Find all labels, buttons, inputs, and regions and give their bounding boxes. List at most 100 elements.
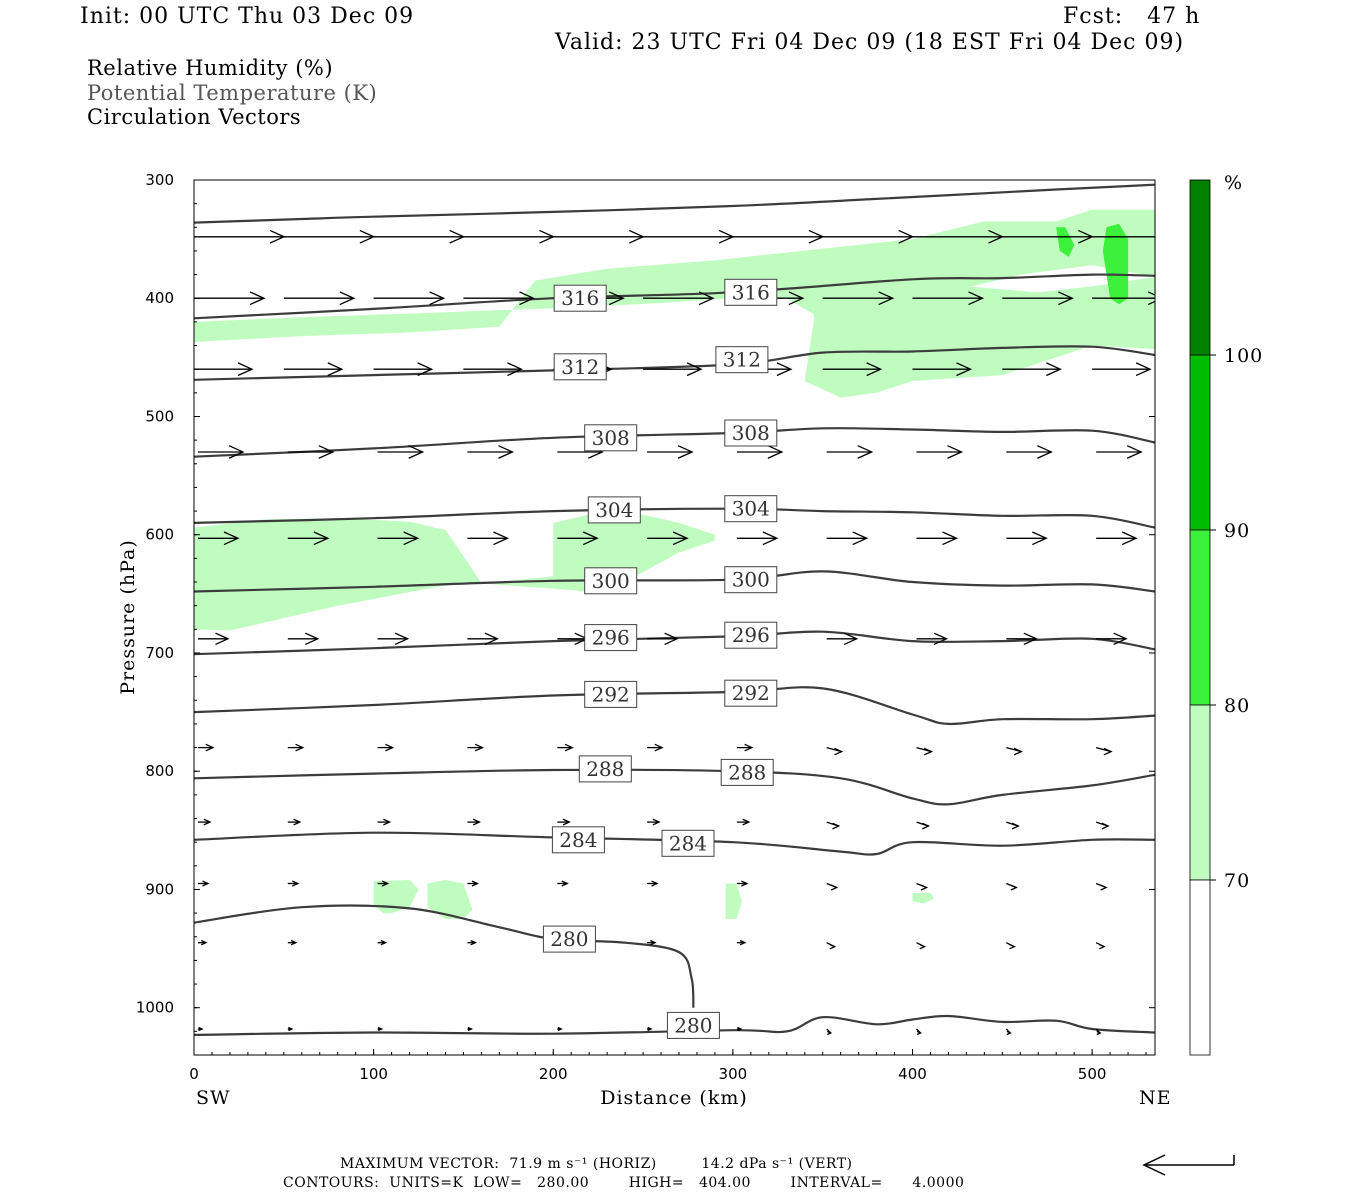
contour-label: 296 <box>584 624 638 652</box>
colorbar-level-label: 90 <box>1224 520 1250 542</box>
svg-text:308: 308 <box>732 421 770 445</box>
colorbar-segment <box>1189 529 1211 706</box>
rh-region-70-80 <box>804 277 1155 398</box>
vector-arrow <box>916 1028 923 1036</box>
vector-arrow <box>826 632 859 646</box>
svg-text:296: 296 <box>592 626 630 650</box>
vector-arrow <box>1095 882 1108 891</box>
contour-info: CONTOURS: UNITS=K LOW= 280.00 HIGH= 404.… <box>283 1175 965 1191</box>
vector-arrow <box>912 291 985 306</box>
vector-arrow <box>1006 821 1020 830</box>
vector-arrow <box>736 880 749 887</box>
vector-arrow <box>916 531 959 546</box>
isentrope-308 <box>194 427 1155 458</box>
plot-frame <box>193 179 1156 1056</box>
vector-arrow <box>377 445 425 459</box>
colorbar-level-label: 100 <box>1224 345 1263 367</box>
contour-label: 280 <box>542 925 596 953</box>
y-tick-label: 300 <box>145 171 174 189</box>
vector-arrow <box>822 362 883 377</box>
contour-label: 312 <box>715 346 769 374</box>
vector-arrow <box>1095 821 1110 830</box>
svg-text:288: 288 <box>728 760 766 784</box>
vector-arrow <box>647 939 657 946</box>
rh-region-70-80 <box>373 880 419 914</box>
vector-arrow <box>1092 362 1152 377</box>
vector-arrow <box>557 632 589 646</box>
isentrope-296 <box>194 630 1155 656</box>
vector-arrow <box>1005 1028 1012 1036</box>
vector-arrow <box>1002 291 1074 306</box>
svg-text:292: 292 <box>732 681 770 705</box>
isentrope-304 <box>194 507 1155 529</box>
svg-text:312: 312 <box>561 355 599 379</box>
forecast-hour: Fcst: 47 h <box>1063 4 1201 29</box>
vector-arrow <box>647 880 659 887</box>
vector-arrow <box>647 1026 653 1032</box>
vector-arrow <box>194 229 286 244</box>
isentrope-284 <box>194 831 1155 856</box>
vector-arrow <box>736 939 747 946</box>
legend-circulation-vectors: Circulation Vectors <box>87 105 302 129</box>
vector-arrow <box>1006 882 1018 891</box>
contour-label: 308 <box>584 424 638 452</box>
vector-arrow <box>377 818 392 826</box>
vector-arrow <box>467 939 478 946</box>
vector-arrow <box>916 746 934 756</box>
vector-arrow <box>1096 632 1128 646</box>
vector-arrow <box>822 291 895 306</box>
vector-arrow <box>736 743 754 752</box>
x-tick-label: 500 <box>1078 1065 1107 1083</box>
contour-label: 284 <box>661 829 715 857</box>
vector-arrow <box>467 445 515 459</box>
svg-text:308: 308 <box>592 426 630 450</box>
rh-shading <box>194 209 1155 919</box>
vector-arrow <box>826 746 844 756</box>
vector-arrow <box>373 291 446 306</box>
vector-arrow <box>287 632 320 646</box>
vector-arrow <box>287 939 298 946</box>
svg-text:280: 280 <box>550 927 588 951</box>
x-left-label: SW <box>196 1087 231 1109</box>
vector-arrow <box>557 818 571 826</box>
vector-arrow <box>283 362 344 377</box>
svg-text:300: 300 <box>592 569 630 593</box>
vector-arrow <box>377 743 395 752</box>
isentrope-320 <box>194 183 1155 224</box>
vector-arrow <box>287 531 330 546</box>
contour-label: 288 <box>578 755 632 783</box>
y-tick-label: 600 <box>145 526 174 544</box>
vector-arrow <box>377 632 410 646</box>
vector-arrow <box>467 743 485 752</box>
vector-arrow <box>647 531 689 546</box>
y-tick-label: 800 <box>145 762 174 780</box>
max-vector-info: MAXIMUM VECTOR: 71.9 m s⁻¹ (HORIZ) 14.2 … <box>340 1156 853 1172</box>
rh-region-70-80 <box>912 893 935 904</box>
vector-arrow <box>736 445 784 459</box>
rh-region-70-80 <box>194 209 1155 342</box>
vector-arrow <box>647 818 661 826</box>
colorbar-segment <box>1189 354 1211 531</box>
vector-arrow <box>736 1026 743 1032</box>
isentrope-lines <box>194 183 1155 1036</box>
legend-relative-humidity: Relative Humidity (%) <box>87 56 334 80</box>
x-tick-label: 0 <box>189 1065 199 1083</box>
x-axis-title: Distance (km) <box>600 1087 748 1109</box>
rh-region-70-80 <box>725 883 742 919</box>
vector-arrow <box>643 291 715 306</box>
vector-arrow <box>1006 746 1023 756</box>
x-tick-label: 200 <box>539 1065 568 1083</box>
vector-arrow <box>912 362 973 377</box>
y-tick-label: 400 <box>145 289 174 307</box>
vector-arrow <box>643 362 703 377</box>
contour-label: 316 <box>724 278 778 306</box>
vector-arrow <box>826 882 839 891</box>
contour-label: 280 <box>666 1011 720 1039</box>
vector-arrow <box>643 229 735 244</box>
vector-arrow <box>198 632 230 646</box>
vector-arrow <box>647 743 664 752</box>
svg-text:316: 316 <box>732 280 770 304</box>
vector-arrow <box>377 880 390 887</box>
vector-arrow <box>287 1026 294 1032</box>
